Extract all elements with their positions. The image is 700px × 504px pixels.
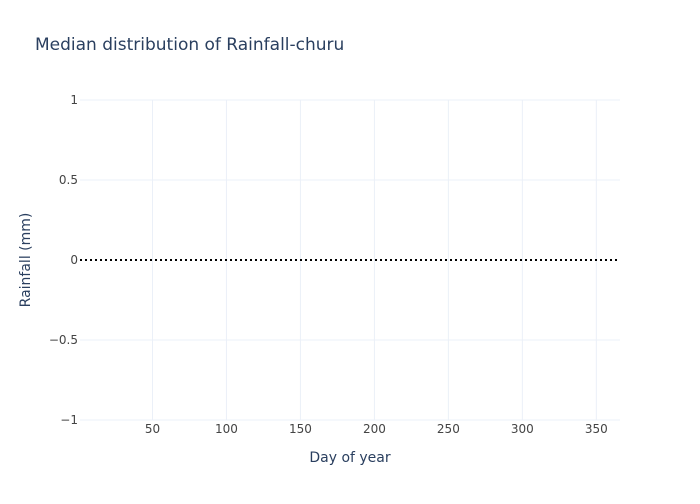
x-tick-label: 200 — [363, 422, 386, 436]
y-tick-label: 0.5 — [59, 173, 78, 187]
y-tick-label: 0 — [70, 253, 78, 267]
x-tick-label: 250 — [437, 422, 460, 436]
chart-title: Median distribution of Rainfall-churu — [35, 35, 344, 55]
y-tick-label: −0.5 — [49, 333, 78, 347]
x-tick-label: 350 — [585, 422, 608, 436]
y-tick-label: 1 — [70, 93, 78, 107]
x-tick-label: 100 — [215, 422, 238, 436]
x-axis-label: Day of year — [309, 450, 391, 466]
grid — [80, 99, 620, 421]
x-tick-label: 50 — [145, 422, 160, 436]
y-axis-label: Rainfall (mm) — [18, 213, 34, 308]
y-tick-label: −1 — [60, 413, 78, 427]
x-tick-label: 150 — [289, 422, 312, 436]
x-tick-label: 300 — [511, 422, 534, 436]
tick-labels: 50 100 150 200 250 300 350 1 0.5 0 −0.5 −1 — [49, 93, 608, 436]
